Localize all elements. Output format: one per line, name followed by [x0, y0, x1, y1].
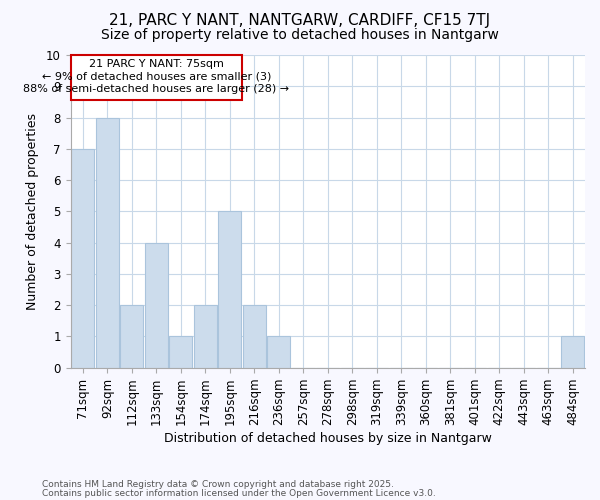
- Text: ← 9% of detached houses are smaller (3): ← 9% of detached houses are smaller (3): [41, 72, 271, 82]
- Bar: [145, 242, 168, 368]
- Bar: [71, 149, 94, 368]
- Text: Size of property relative to detached houses in Nantgarw: Size of property relative to detached ho…: [101, 28, 499, 42]
- Bar: [267, 336, 290, 368]
- Bar: [95, 118, 119, 368]
- Y-axis label: Number of detached properties: Number of detached properties: [26, 113, 39, 310]
- Text: 21 PARC Y NANT: 75sqm: 21 PARC Y NANT: 75sqm: [89, 59, 224, 69]
- Bar: [169, 336, 193, 368]
- Bar: [561, 336, 584, 368]
- Text: 88% of semi-detached houses are larger (28) →: 88% of semi-detached houses are larger (…: [23, 84, 289, 94]
- Text: 21, PARC Y NANT, NANTGARW, CARDIFF, CF15 7TJ: 21, PARC Y NANT, NANTGARW, CARDIFF, CF15…: [109, 12, 491, 28]
- Bar: [194, 305, 217, 368]
- Text: Contains public sector information licensed under the Open Government Licence v3: Contains public sector information licen…: [42, 488, 436, 498]
- Bar: [120, 305, 143, 368]
- Bar: [242, 305, 266, 368]
- X-axis label: Distribution of detached houses by size in Nantgarw: Distribution of detached houses by size …: [164, 432, 492, 445]
- FancyBboxPatch shape: [71, 55, 242, 100]
- Text: Contains HM Land Registry data © Crown copyright and database right 2025.: Contains HM Land Registry data © Crown c…: [42, 480, 394, 489]
- Bar: [218, 212, 241, 368]
